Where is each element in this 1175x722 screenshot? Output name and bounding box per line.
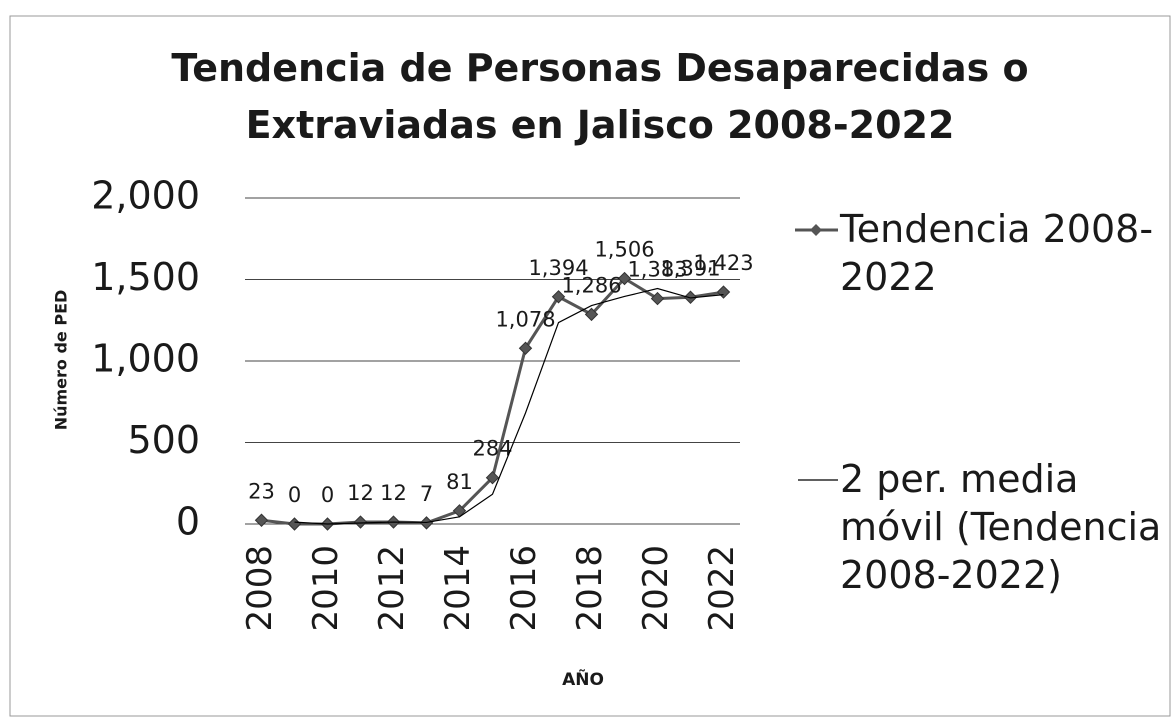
data-label: 1,394 bbox=[528, 256, 588, 280]
data-label: 1,286 bbox=[561, 273, 621, 297]
legend-label: Tendencia 2008-2022 bbox=[840, 207, 1154, 299]
data-point bbox=[485, 471, 500, 485]
x-tick-label: 2018 bbox=[570, 545, 610, 632]
data-label: 23 bbox=[248, 479, 275, 503]
data-label: 81 bbox=[446, 470, 473, 494]
series-line bbox=[294, 287, 724, 525]
data-label: 7 bbox=[420, 482, 433, 506]
data-label: 1,383 bbox=[627, 258, 687, 282]
chart-title: Tendencia de Personas Desaparecidas o Ext… bbox=[171, 46, 1028, 147]
chart-border bbox=[9, 15, 1171, 717]
data-label: 284 bbox=[472, 437, 512, 461]
data-label: 1,078 bbox=[495, 307, 555, 331]
data-point bbox=[617, 271, 632, 286]
data-label: 12 bbox=[380, 481, 407, 505]
data-point bbox=[353, 515, 368, 529]
x-axis-title: AÑO bbox=[562, 667, 604, 690]
x-tick-label: 2014 bbox=[438, 545, 478, 632]
legend-marker bbox=[810, 224, 822, 236]
x-tick-label: 2016 bbox=[504, 545, 544, 632]
y-tick-label: 1,500 bbox=[91, 255, 200, 299]
x-tick-label: 2020 bbox=[636, 545, 676, 632]
y-axis-title: Número de PED bbox=[52, 290, 71, 431]
y-tick-label: 1,000 bbox=[91, 337, 200, 381]
data-point bbox=[254, 513, 269, 527]
data-label: 1,506 bbox=[594, 238, 654, 262]
data-point bbox=[551, 290, 566, 304]
data-label: 0 bbox=[321, 483, 334, 507]
y-tick-label: 0 bbox=[176, 500, 200, 544]
x-tick-label: 2008 bbox=[240, 545, 280, 632]
data-point bbox=[650, 291, 665, 306]
data-label: 0 bbox=[288, 483, 301, 507]
x-tick-label: 2010 bbox=[306, 545, 346, 632]
data-point bbox=[518, 341, 533, 355]
data-point bbox=[287, 517, 302, 531]
data-point bbox=[683, 290, 698, 304]
x-tick-label: 2012 bbox=[372, 545, 412, 632]
data-point bbox=[584, 307, 599, 322]
data-label: 1,391 bbox=[660, 256, 720, 280]
data-point bbox=[716, 285, 731, 299]
y-tick-label: 500 bbox=[127, 418, 200, 462]
x-tick-label: 2022 bbox=[702, 545, 742, 632]
legend-label: 2 per. media móvil (Tendencia 2008-2022) bbox=[840, 457, 1162, 597]
data-label: 1,423 bbox=[693, 251, 753, 275]
y-tick-label: 2,000 bbox=[91, 174, 200, 218]
data-label: 12 bbox=[347, 481, 374, 505]
